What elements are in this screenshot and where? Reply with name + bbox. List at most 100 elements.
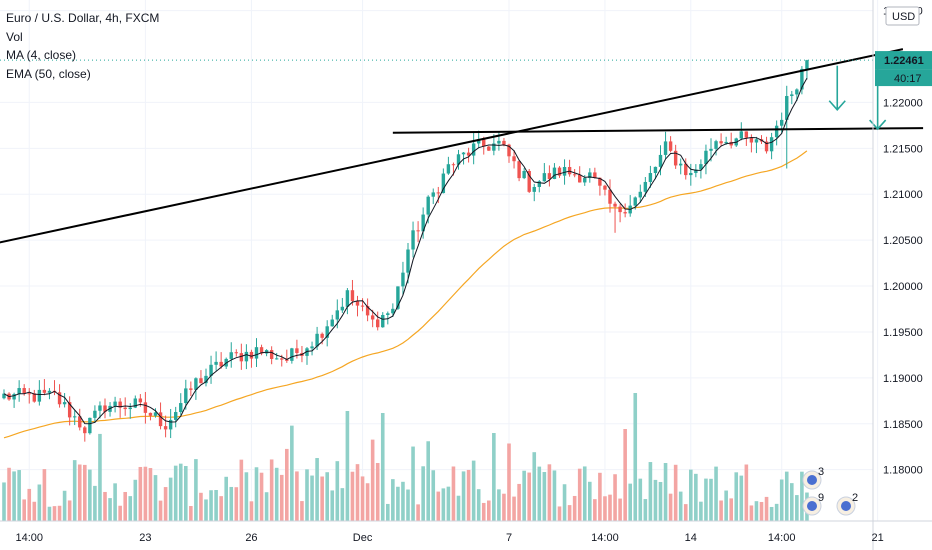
volume-bar — [704, 478, 708, 521]
candle-body — [653, 166, 658, 174]
volume-bar — [350, 471, 355, 521]
candle-body — [275, 358, 279, 360]
event-badge-2-globe-icon — [807, 501, 817, 511]
candle-body — [456, 154, 461, 165]
candle-body — [57, 392, 62, 405]
volume-bar — [517, 483, 521, 521]
volume-bar — [355, 464, 360, 521]
currency-label: USD — [892, 11, 915, 23]
candle-body — [613, 203, 617, 207]
candle-body — [264, 350, 269, 354]
time-axis[interactable]: 14:00 23 26 Dec 7 14:00 14 14:00 21 — [15, 532, 883, 544]
candle-body — [189, 388, 193, 390]
candle-body — [411, 230, 415, 250]
volume-bar — [199, 492, 203, 521]
trendline[interactable] — [0, 48, 904, 245]
volume-bar — [694, 473, 698, 521]
legend-ema[interactable]: EMA (50, close) — [6, 66, 91, 81]
volume-bar — [623, 429, 627, 521]
candle-body — [537, 181, 541, 187]
volume-bar — [451, 466, 456, 521]
volume-bar — [274, 467, 279, 521]
volume-bar — [380, 413, 385, 521]
candle-body — [699, 164, 703, 170]
candle-body — [800, 68, 804, 90]
candle-body — [477, 139, 481, 144]
volume-bar — [264, 492, 269, 521]
candle-body — [37, 389, 42, 402]
countdown-tag — [875, 69, 932, 87]
candle-body — [199, 378, 203, 384]
candle-body — [98, 405, 102, 411]
volume-bar — [234, 487, 239, 521]
legend-vol[interactable]: Vol — [6, 29, 23, 44]
volume-bar — [643, 499, 648, 521]
candle-body — [487, 146, 491, 151]
candle-body — [638, 191, 642, 198]
volume-series — [2, 393, 809, 521]
volume-bar — [421, 466, 425, 521]
volume-bar — [396, 486, 400, 521]
volume-bar — [57, 505, 62, 521]
countdown-value: 40:17 — [894, 73, 922, 85]
candle-body — [689, 172, 693, 176]
candle-body — [673, 150, 678, 166]
candle-body — [148, 412, 153, 416]
candle-body — [396, 286, 400, 309]
legend-symbol[interactable]: Euro / U.S. Dollar, 4h, FXCM — [6, 11, 160, 25]
price-axis[interactable]: 1.230001.220001.215001.210001.205001.200… — [883, 6, 923, 477]
volume-bar — [22, 499, 26, 521]
volume-bar — [774, 503, 779, 521]
volume-bar — [77, 464, 82, 521]
candle-body — [446, 164, 451, 174]
time-tick-label: 14:00 — [768, 532, 796, 544]
volume-bar — [269, 459, 274, 521]
volume-bar — [406, 489, 410, 521]
volume-bar — [108, 498, 112, 521]
arrow-head[interactable] — [828, 100, 846, 111]
volume-bar — [295, 471, 299, 521]
volume-bar — [603, 496, 607, 521]
currency-button[interactable] — [885, 6, 920, 26]
candle-body — [103, 405, 107, 412]
candle-body — [517, 161, 521, 179]
volume-bar — [749, 505, 754, 521]
candle-body — [522, 170, 526, 179]
candle-body — [633, 197, 637, 206]
volume-bar — [628, 483, 632, 521]
volume-bar — [714, 466, 718, 521]
volume-bar — [744, 464, 749, 521]
candle-body — [168, 419, 173, 430]
candle-body — [391, 308, 395, 314]
arrow-head[interactable] — [869, 119, 887, 131]
volume-bar — [512, 496, 516, 521]
event-badge-1-globe-icon — [807, 475, 817, 485]
candle-body — [542, 173, 547, 182]
candle-body — [138, 398, 143, 403]
candle-body — [47, 390, 52, 393]
volume-bar — [790, 483, 794, 521]
volume-bar — [12, 471, 16, 521]
trendline[interactable] — [392, 127, 924, 134]
candle-body — [12, 394, 16, 400]
last-price-value: 1.22461 — [884, 55, 924, 67]
candle-body — [416, 230, 420, 232]
volume-bar — [290, 425, 294, 521]
candle-body — [790, 94, 794, 97]
price-tick-label: 1.19000 — [883, 373, 923, 385]
candle-body — [254, 347, 259, 359]
candle-body — [209, 364, 213, 376]
volume-bar — [168, 477, 173, 521]
candle-body — [22, 388, 26, 394]
legend: Euro / U.S. Dollar, 4h, FXCM Vol MA (4, … — [6, 9, 159, 83]
candle-body — [249, 351, 254, 359]
volume-bar — [285, 448, 289, 521]
legend-ma[interactable]: MA (4, close) — [6, 48, 77, 62]
candle-body — [552, 167, 557, 180]
volume-bar — [239, 459, 244, 521]
grid — [0, 0, 879, 521]
volume-bar — [98, 433, 102, 521]
candle-body — [588, 172, 592, 179]
candle-body — [704, 150, 708, 165]
